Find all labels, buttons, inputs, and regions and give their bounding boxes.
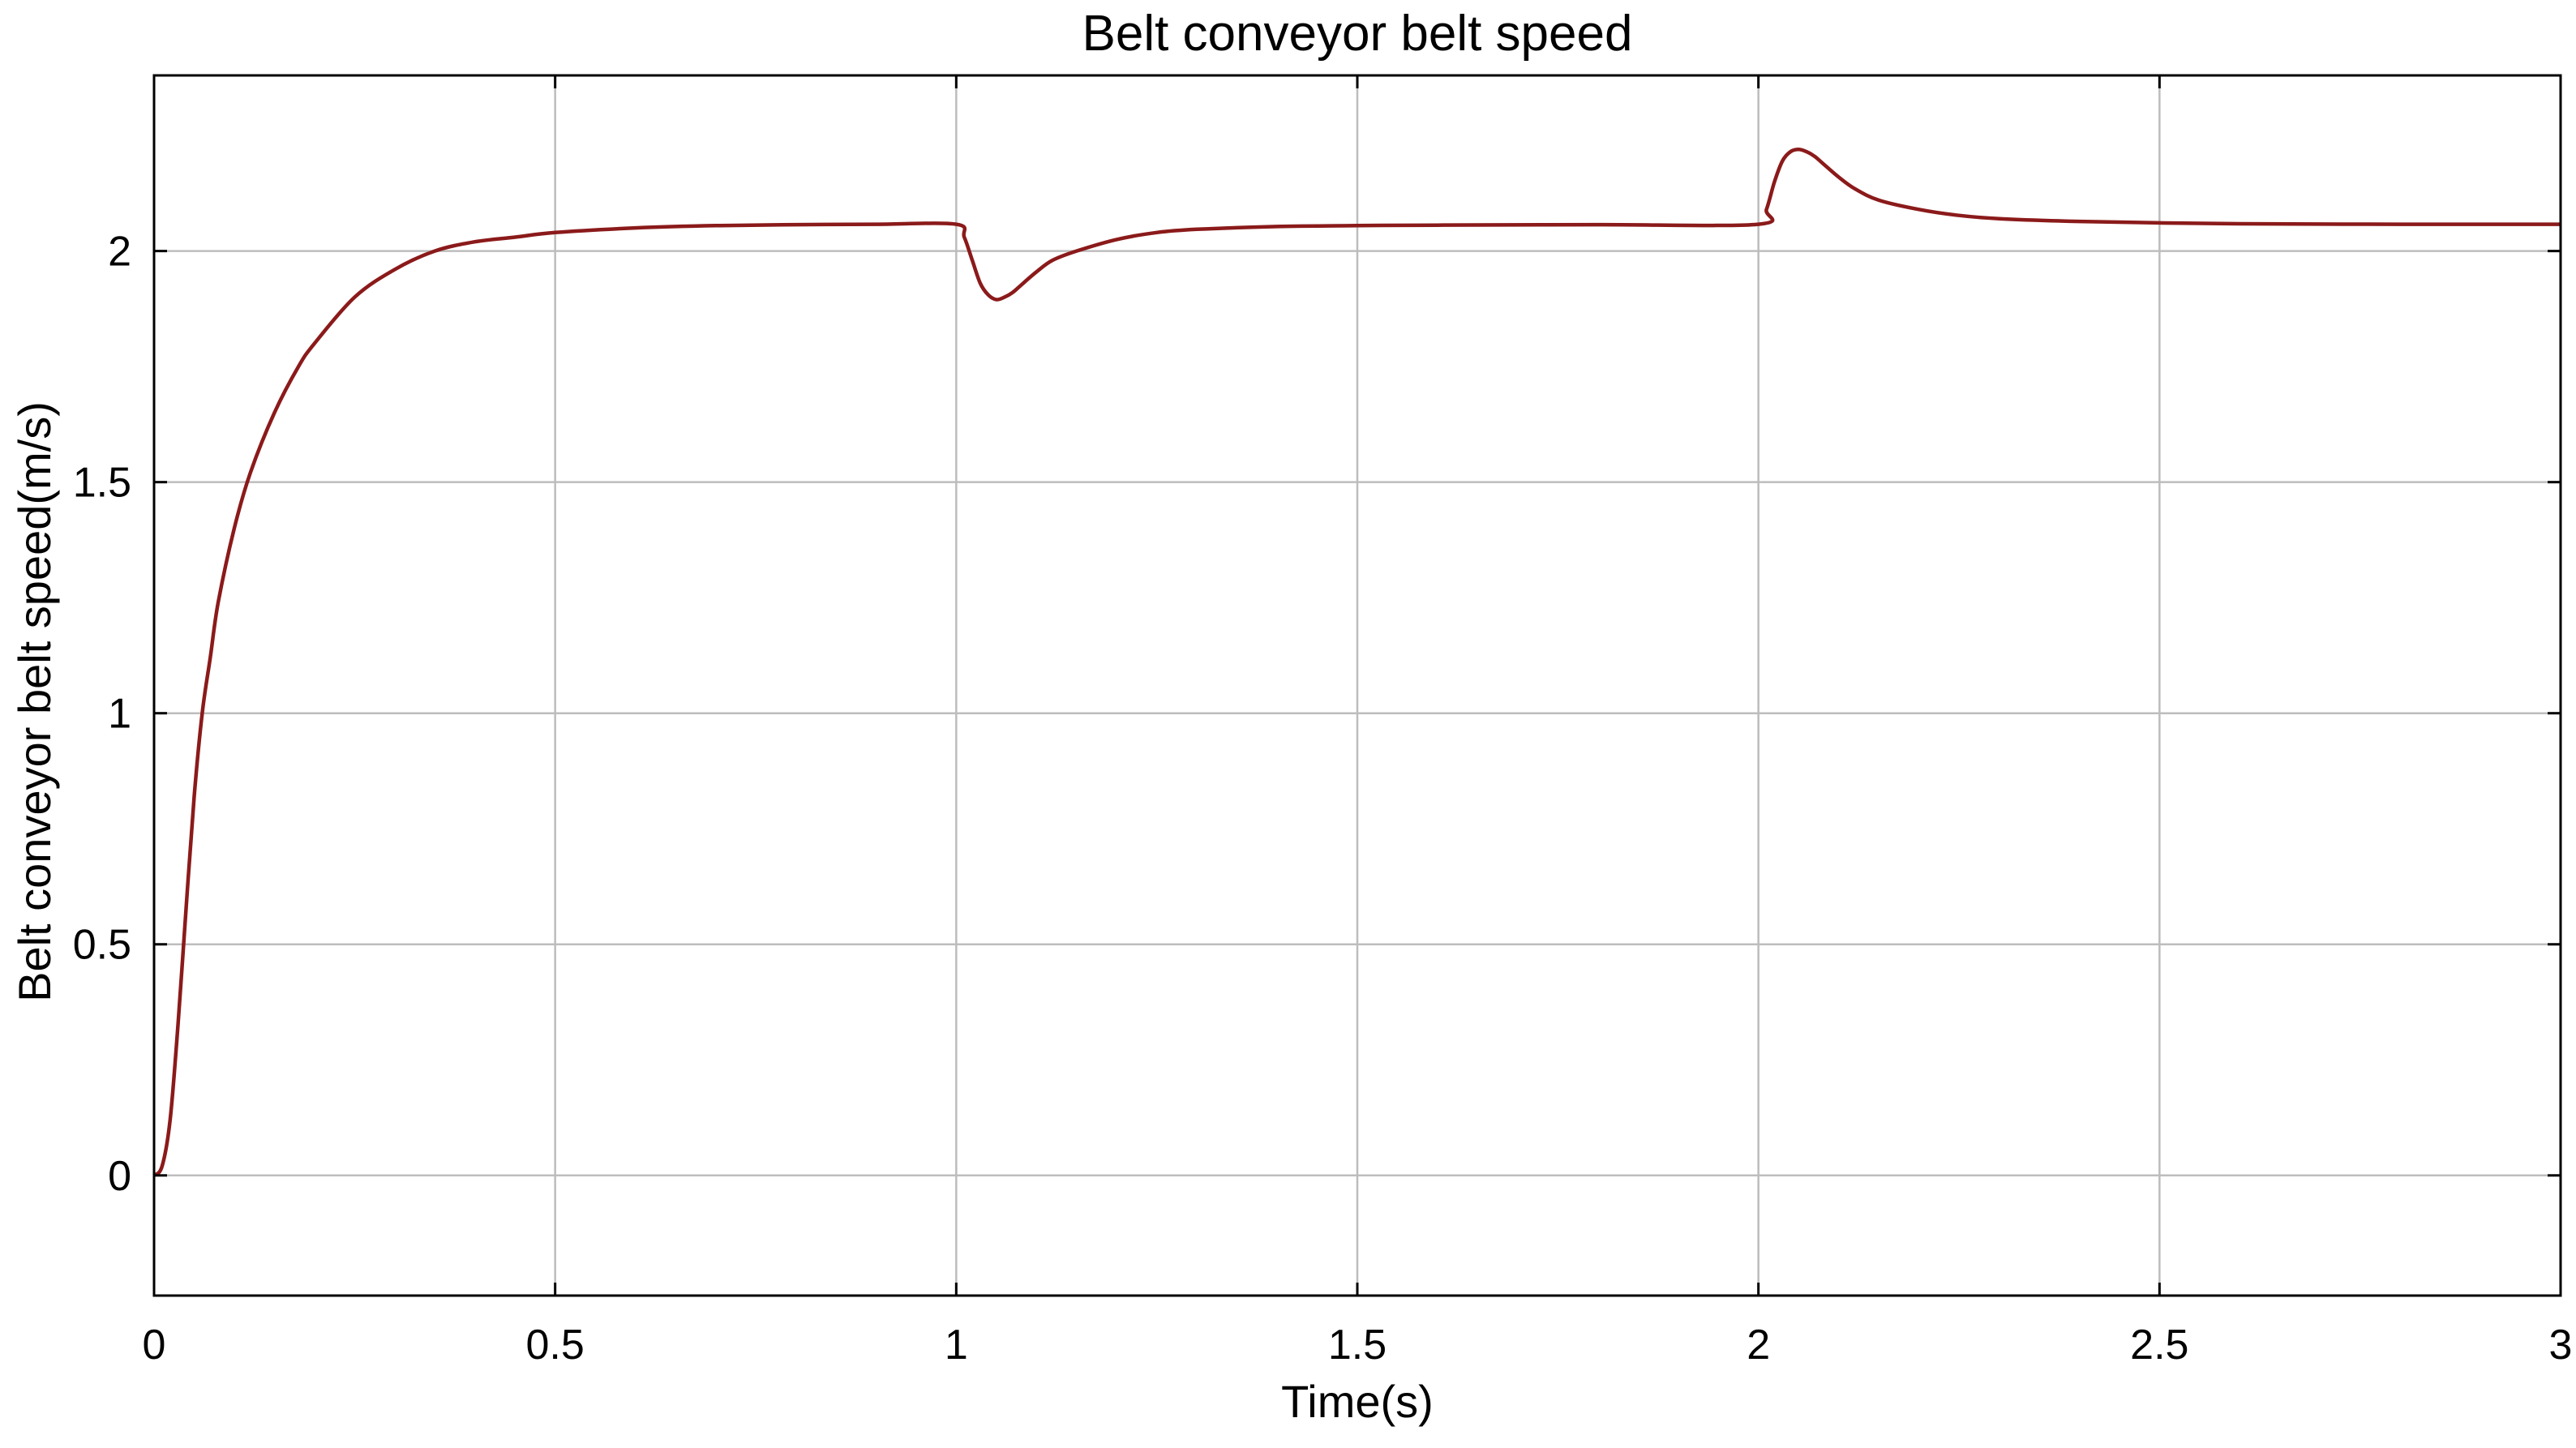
x-axis-label: Time(s) [1281, 1376, 1434, 1427]
x-tick-label: 0.5 [526, 1322, 585, 1369]
y-tick-label: 0 [108, 1153, 131, 1200]
x-tick-label: 2.5 [2130, 1322, 2188, 1369]
series-line [152, 147, 2561, 1177]
x-tick-label: 1 [945, 1322, 968, 1369]
y-tick-label: 1.5 [73, 460, 131, 507]
x-tick-label: 3 [2549, 1322, 2573, 1369]
series-layer [152, 147, 2561, 1177]
y-tick-label: 2 [108, 229, 131, 276]
x-tick-label: 2 [1747, 1322, 1770, 1369]
tick-marks [152, 75, 2562, 1296]
x-tick-labels: 0 0.5 1 1.5 2 2.5 3 [143, 1322, 2573, 1369]
y-tick-labels: 0 0.5 1 1.5 2 [73, 229, 131, 1200]
x-tick-label: 0 [143, 1322, 166, 1369]
y-tick-label: 1 [108, 691, 131, 738]
y-tick-label: 0.5 [73, 922, 131, 969]
y-axis-label: Belt conveyor belt speed(m/s) [9, 401, 60, 1002]
x-tick-label: 1.5 [1328, 1322, 1387, 1369]
grid-lines [154, 75, 2561, 1296]
chart-title: Belt conveyor belt speed [1082, 6, 1633, 62]
